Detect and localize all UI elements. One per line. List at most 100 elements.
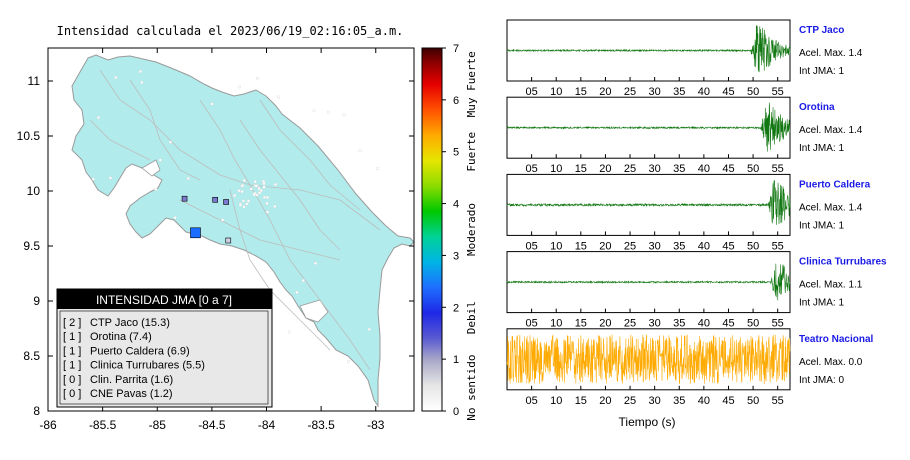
time-tick-label: 35 xyxy=(673,86,685,98)
figure-title: Intensidad calculada el 2023/06/19_02:16… xyxy=(57,24,404,38)
station-dot xyxy=(240,190,244,193)
colorbar-tick-label: 3 xyxy=(453,250,459,262)
station-dot xyxy=(239,203,242,207)
waveform-panel: 05 10 15 20 25 30 35 40 45 50 55 Orotina Acel. Max. … xyxy=(506,96,863,175)
time-tick-label: 40 xyxy=(698,318,710,330)
station-accel-max: Acel. Max. 1.4 xyxy=(799,48,863,59)
time-tick-label: 05 xyxy=(525,395,537,407)
station-dot xyxy=(274,183,277,186)
time-tick-label: 45 xyxy=(722,395,734,407)
station-dot xyxy=(262,179,265,183)
station-int-jma: Int JMA: 1 xyxy=(799,66,844,77)
waveform-panel: 05 10 15 20 25 30 35 40 45 50 55 CTP Jaco Acel. Max.… xyxy=(506,19,863,98)
station-dot xyxy=(241,184,244,187)
time-tick-label: 25 xyxy=(624,163,636,175)
map-y-tick-label: 8 xyxy=(33,404,40,418)
legend-item-label: Puerto Caldera (6.9) xyxy=(90,345,190,357)
map-x-tick-label: -85.5 xyxy=(89,418,117,432)
legend-item-label: Clinica Turrubares (5.5) xyxy=(90,360,205,372)
waveform-frame xyxy=(506,173,791,236)
station-dot xyxy=(277,95,280,99)
colorbar-tick-label: 6 xyxy=(453,95,459,107)
station-dot xyxy=(266,196,269,199)
station-dot xyxy=(358,149,362,152)
station-dot xyxy=(327,110,330,114)
station-dot xyxy=(254,184,258,188)
time-tick-label: 15 xyxy=(575,395,587,407)
time-tick-label: 40 xyxy=(698,163,710,175)
time-tick-label: 45 xyxy=(722,86,734,98)
colorbar-category-label: Debil xyxy=(465,301,478,334)
map-x-tick-label: -83.5 xyxy=(307,418,335,432)
station-dot xyxy=(287,330,291,334)
time-tick-label: 05 xyxy=(525,240,537,252)
time-tick-label: 55 xyxy=(772,163,784,175)
colorbar-tick-label: 7 xyxy=(453,43,459,55)
waveform-panel: 05 10 15 20 25 30 35 40 45 50 55 Teatro Nacional Ace… xyxy=(506,328,873,407)
colorbar-tick-label: 2 xyxy=(453,302,459,314)
intensity-station-marker xyxy=(225,237,232,244)
golfo-dulce xyxy=(299,299,329,323)
waveform-panel: 05 10 15 20 25 30 35 40 45 50 55 Puerto Caldera Acel… xyxy=(506,173,871,252)
station-name: Orotina xyxy=(799,102,835,113)
time-tick-label: 05 xyxy=(525,318,537,330)
map-y-tick-label: 8.5 xyxy=(23,349,40,363)
time-tick-label: 40 xyxy=(698,395,710,407)
station-dot xyxy=(169,140,172,144)
station-dot xyxy=(252,193,256,196)
station-dot xyxy=(91,177,95,181)
station-dot xyxy=(247,199,250,203)
time-axis-label: Tiempo (s) xyxy=(619,415,676,429)
station-accel-max: Acel. Max. 1.4 xyxy=(799,125,863,136)
road xyxy=(229,189,331,351)
map-x-tick-label: -83 xyxy=(367,418,385,432)
time-tick-label: 30 xyxy=(649,240,661,252)
legend-item-label: CTP Jaco (15.3) xyxy=(90,317,170,329)
station-accel-max: Acel. Max. 1.4 xyxy=(799,202,863,213)
waveform-panel: 05 10 15 20 25 30 35 40 45 50 55 Clinica Turrubares… xyxy=(506,251,887,330)
station-dot xyxy=(242,205,246,209)
colorbar-tick-label: 1 xyxy=(453,354,459,366)
station-dot xyxy=(342,113,346,117)
time-tick-label: 40 xyxy=(698,240,710,252)
map-y-tick-label: 9.5 xyxy=(23,239,40,253)
time-tick-label: 20 xyxy=(599,395,611,407)
colorbar-category-label: Fuerte xyxy=(465,132,478,172)
map-y-tick-label: 9 xyxy=(33,294,40,308)
legend-item-label: Orotina (7.4) xyxy=(90,331,152,343)
road xyxy=(239,119,341,251)
legend-item-level: [ 1 ] xyxy=(63,331,81,343)
time-tick-label: 10 xyxy=(550,240,562,252)
legend-item-level: [ 1 ] xyxy=(63,345,81,357)
station-int-jma: Int JMA: 1 xyxy=(799,298,844,309)
road xyxy=(89,119,151,161)
time-tick-label: 15 xyxy=(575,163,587,175)
map-frame xyxy=(47,47,415,412)
station-dot xyxy=(314,261,317,265)
waveform-trace xyxy=(506,25,791,73)
time-tick-label: 05 xyxy=(525,86,537,98)
station-dot xyxy=(238,85,241,89)
time-tick-label: 15 xyxy=(575,86,587,98)
colorbar-tick-label: 4 xyxy=(453,199,459,211)
waveform-panels: 05 10 15 20 25 30 35 40 45 50 55 CTP Jaco Acel. Max.… xyxy=(506,19,887,407)
time-tick-label: 35 xyxy=(673,318,685,330)
station-dot xyxy=(262,185,266,189)
station-dot xyxy=(233,194,236,197)
station-dot xyxy=(249,187,253,191)
colorbar-tick-label: 5 xyxy=(453,147,459,159)
road xyxy=(259,99,361,211)
station-name: CTP Jaco xyxy=(799,25,844,36)
time-tick-label: 35 xyxy=(673,240,685,252)
map-y-tick-label: 10.5 xyxy=(17,129,41,143)
station-dot xyxy=(109,176,112,180)
station-dot xyxy=(245,202,249,206)
station-dot xyxy=(173,216,177,220)
time-tick-label: 30 xyxy=(649,86,661,98)
land-polygon xyxy=(71,54,415,408)
station-dot xyxy=(114,76,118,79)
time-tick-label: 20 xyxy=(599,318,611,330)
time-tick-label: 55 xyxy=(772,240,784,252)
station-dot xyxy=(255,193,259,197)
